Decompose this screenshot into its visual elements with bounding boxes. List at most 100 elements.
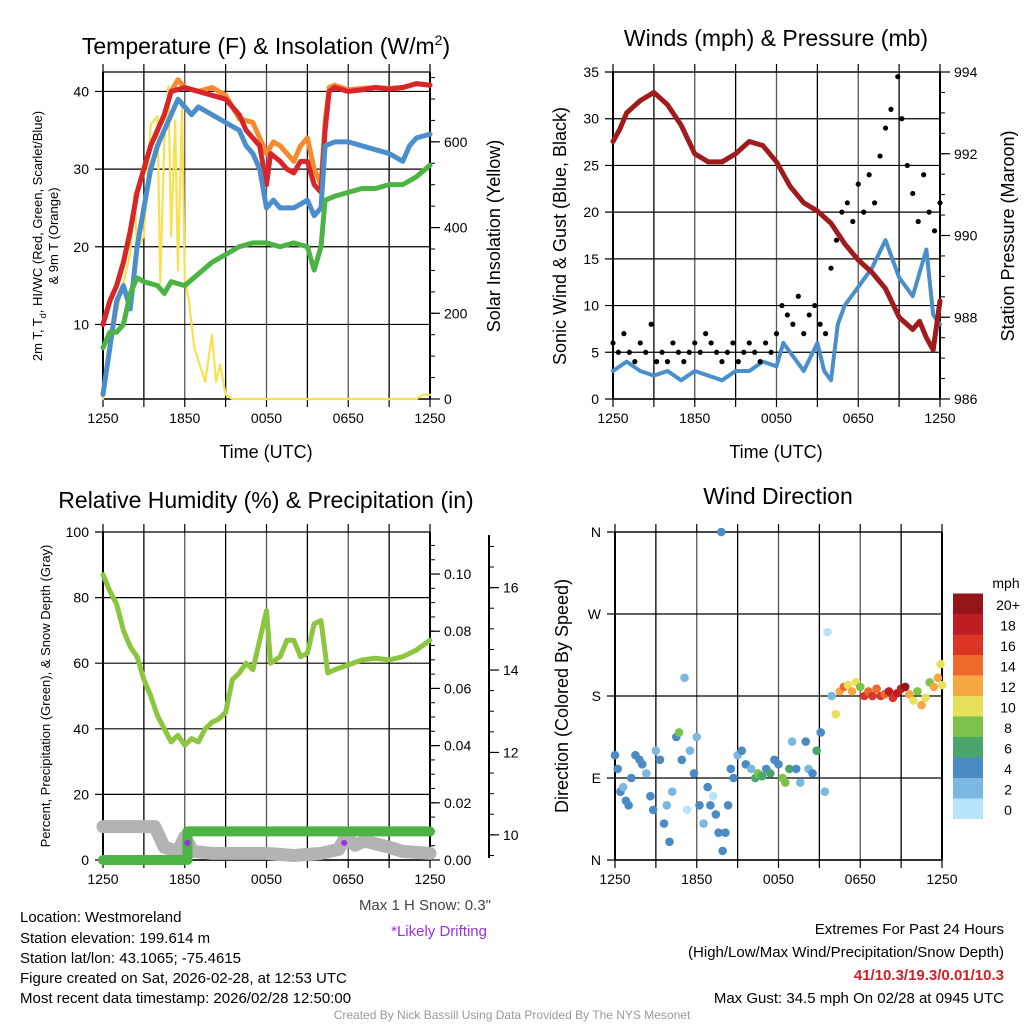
colorbar-label: 16: [1000, 638, 1016, 654]
wind-direction-title: Wind Direction: [703, 483, 853, 509]
colorbar-label: 4: [1004, 761, 1012, 777]
winds-chart: 1250 1850 0050 0650 1250 0 5 10 15 20 25 30 35 986 988…: [583, 64, 978, 426]
wind-direction-point: [665, 837, 674, 847]
insolation-y-title: Solar Insolation (Yellow): [484, 140, 504, 332]
gust-point: [692, 340, 698, 346]
wind-direction-point: [689, 769, 699, 778]
wind-direction-point: [746, 764, 756, 774]
gust-point: [643, 349, 649, 355]
x-tick-label: 0050: [251, 871, 282, 887]
wind-direction-point: [900, 682, 910, 692]
gust-point: [615, 349, 622, 355]
wind-direction-point: [674, 728, 684, 737]
speed-colorbar: 0 2 4 6 8 10 12 14 16 18 20+: [953, 593, 1020, 819]
wind-direction-point: [718, 846, 727, 856]
insolation-tick-label: 400: [444, 220, 468, 236]
x-tick-label: 1250: [924, 410, 955, 426]
drifting-point: [341, 839, 348, 846]
y-tick-label: 30: [583, 111, 599, 127]
winds-x-title: Time (UTC): [729, 442, 822, 462]
x-tick-label: 1250: [599, 871, 630, 887]
wind-speed-line: [611, 238, 942, 383]
gust-point: [773, 331, 780, 337]
precip-tick-label: 0.06: [444, 680, 471, 696]
x-tick-label: 0650: [333, 871, 364, 887]
station-info: Location: Westmoreland Station elevation…: [20, 909, 351, 1007]
pressure-tick-label: 992: [954, 146, 978, 162]
temp-x-title: Time (UTC): [219, 442, 312, 462]
colorbar-bin: [953, 675, 983, 696]
gust-point: [790, 321, 796, 327]
drifting-point: [184, 839, 191, 846]
insolation-tick-label: 200: [444, 305, 468, 321]
gust-point: [654, 359, 660, 365]
gust-point: [681, 359, 687, 365]
colorbar-label: 20+: [996, 597, 1020, 613]
gust-point: [719, 359, 725, 365]
x-tick-label: 0650: [845, 871, 876, 887]
wind-direction-point: [936, 659, 945, 669]
gust-point: [708, 340, 714, 346]
colorbar-bin: [953, 798, 983, 819]
wind-direction-point: [791, 764, 801, 774]
pressure-line: [610, 89, 943, 353]
wind-direction-point: [737, 746, 747, 755]
colorbar-label: 8: [1004, 720, 1012, 736]
gust-point: [713, 349, 720, 355]
gust-point: [784, 312, 791, 318]
y-tick-label: 20: [583, 204, 599, 220]
wind-direction-point: [692, 732, 702, 742]
gust-point: [703, 331, 709, 337]
y-tick-label: 0: [81, 852, 89, 868]
y-tick-label: 60: [73, 655, 89, 671]
wind-direction-point: [685, 746, 695, 755]
gust-point: [697, 349, 703, 355]
rh-y-title: Percent, Precipitation (Green), & Snow D…: [38, 545, 53, 848]
x-tick-label: 1250: [87, 871, 118, 887]
y-tick-label: E: [592, 770, 601, 786]
y-tick-label: 20: [73, 786, 89, 802]
gust-point: [882, 125, 889, 131]
snow-depth-tick-label: 12: [503, 744, 519, 760]
y-tick-label: 20: [73, 239, 89, 255]
gust-point: [921, 172, 927, 178]
wind-direction-point: [801, 737, 811, 746]
gust-point: [801, 331, 807, 337]
wind-direction-point: [610, 750, 620, 760]
y-tick-label: N: [591, 524, 601, 540]
wind-direction-point: [847, 687, 857, 696]
extremes-description: (High/Low/Max Wind/Precipitation/Snow De…: [688, 944, 1004, 961]
wind-direction-point: [651, 746, 661, 755]
gust-point: [610, 340, 616, 346]
wind-direction-point: [613, 764, 623, 774]
gust-point: [724, 349, 731, 355]
wind-direction-point: [785, 764, 794, 774]
location-text: Location: Westmoreland: [20, 909, 181, 926]
precip-tick-label: 0.00: [444, 852, 471, 868]
insolation-tick-label: 0: [444, 391, 452, 407]
gust-point: [877, 153, 883, 159]
gust-point: [931, 228, 938, 234]
gust-point: [844, 200, 850, 206]
wind-direction-point: [827, 691, 836, 701]
y-tick-label: 40: [73, 83, 89, 99]
wind-direction-point: [662, 801, 672, 810]
wind-direction-point: [820, 787, 830, 796]
wind-direction-point: [729, 773, 738, 783]
gust-point: [828, 265, 834, 271]
relative-humidity-line: [100, 572, 433, 748]
gust-point: [768, 349, 774, 355]
wind-direction-point: [913, 687, 922, 696]
gust-point: [937, 200, 943, 206]
wind-direction-point: [933, 673, 943, 683]
gust-point: [621, 331, 627, 337]
max-gust-text: Max Gust: 34.5 mph On 02/28 at 0945 UTC: [714, 990, 1004, 1007]
wind-direction-point: [677, 755, 687, 765]
wind-direction-point: [642, 769, 651, 778]
wind-direction-point: [706, 801, 715, 810]
extremes-values: 41/10.3/19.3/0.01/10.3: [854, 967, 1004, 984]
y-tick-label: 80: [73, 590, 89, 606]
gust-point: [866, 172, 872, 178]
gust-point: [872, 200, 878, 206]
wind-direction-point: [711, 810, 721, 819]
